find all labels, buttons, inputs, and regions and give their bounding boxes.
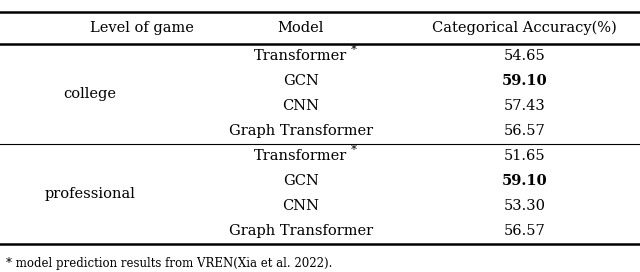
Text: Model: Model <box>278 21 324 35</box>
Text: Categorical Accuracy(%): Categorical Accuracy(%) <box>433 21 617 35</box>
Text: 57.43: 57.43 <box>504 99 546 113</box>
Text: *: * <box>350 44 356 57</box>
Text: * model prediction results from VREN(Xia et al. 2022).: * model prediction results from VREN(Xia… <box>6 257 333 270</box>
Text: CNN: CNN <box>282 199 319 213</box>
Text: *: * <box>350 144 356 157</box>
Text: 54.65: 54.65 <box>504 49 546 63</box>
Text: Graph Transformer: Graph Transformer <box>228 124 373 138</box>
Text: 56.57: 56.57 <box>504 224 546 238</box>
Text: GCN: GCN <box>283 74 319 88</box>
Text: GCN: GCN <box>283 174 319 188</box>
Text: 59.10: 59.10 <box>502 174 548 188</box>
Text: Graph Transformer: Graph Transformer <box>228 224 373 238</box>
Text: Transformer: Transformer <box>254 49 348 63</box>
Text: 59.10: 59.10 <box>502 74 548 88</box>
Text: Level of game: Level of game <box>90 21 193 35</box>
Text: CNN: CNN <box>282 99 319 113</box>
Text: 51.65: 51.65 <box>504 149 546 163</box>
Text: professional: professional <box>44 187 135 201</box>
Text: college: college <box>63 86 116 101</box>
Text: 53.30: 53.30 <box>504 199 546 213</box>
Text: Transformer: Transformer <box>254 149 348 163</box>
Text: 56.57: 56.57 <box>504 124 546 138</box>
